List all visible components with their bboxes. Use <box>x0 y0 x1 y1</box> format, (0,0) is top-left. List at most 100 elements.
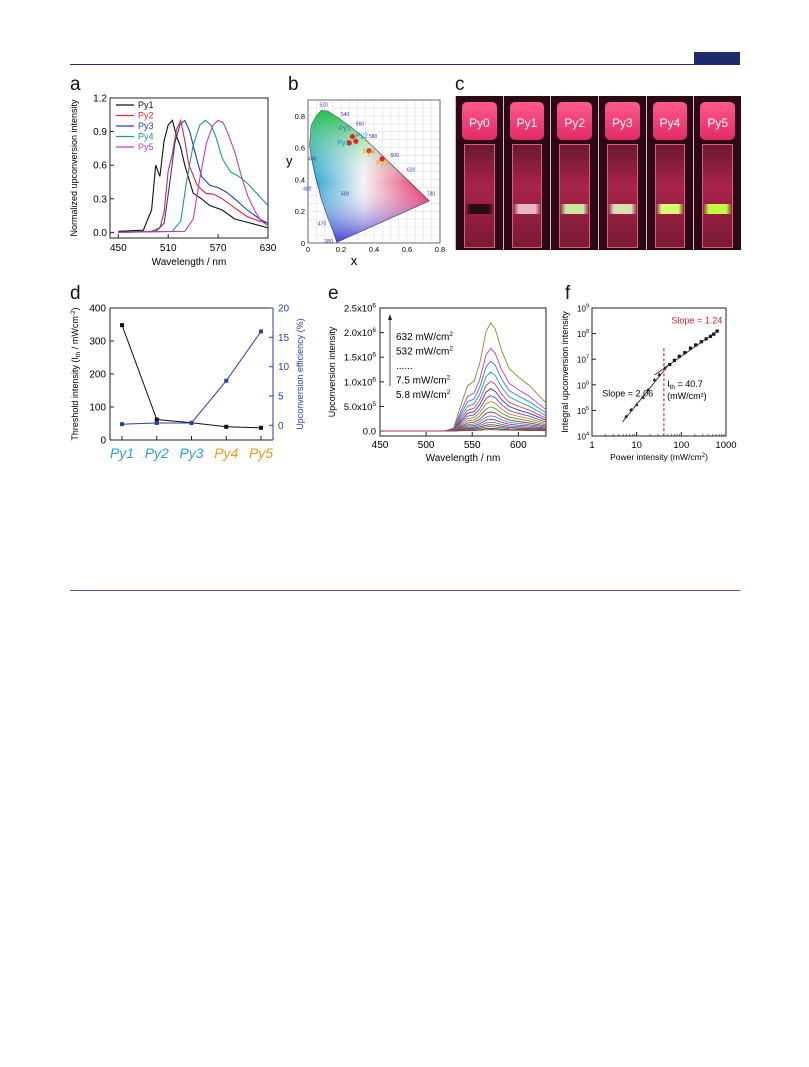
vial-cap <box>652 102 688 140</box>
legend-label-Py5: Py5 <box>138 142 154 152</box>
spectrum-line <box>380 388 547 432</box>
legend-line-sup: 2 <box>449 346 453 353</box>
chart-b-cie-diagram: 520 540 560 580 600 620 780 500 490 480 470 380 0 0.2… <box>286 99 445 268</box>
x-axis-label: Wavelength / nm <box>152 257 227 268</box>
y-tick-label: 0.2 <box>295 207 305 216</box>
vial-emission-band <box>512 204 542 214</box>
y-tick-label: 0.4 <box>295 175 305 184</box>
vial-Py0: Py0 <box>455 96 503 250</box>
y-tick-exp: 6 <box>372 376 376 383</box>
vial-cap <box>700 102 735 140</box>
vial-cap <box>462 102 497 140</box>
y-tick-label: 0.0 <box>93 228 107 239</box>
series-line-Py5 <box>118 119 269 233</box>
plot-frame <box>307 99 441 244</box>
x-tick-label: 0.6 <box>402 245 412 254</box>
panel-letter-c: c <box>455 74 465 95</box>
y-tick-exp: 6 <box>372 303 376 310</box>
vial-photo: Py0 Py1 Py2 Py3 Py4 Py5 <box>455 96 741 250</box>
x-axis-label-close: ) <box>705 452 708 462</box>
y-tick-base: 1.5x10 <box>344 353 373 364</box>
data-marker-left <box>154 417 159 422</box>
spectrum-line <box>380 371 547 432</box>
series-line-left <box>121 325 262 429</box>
y-axis-label-tail: / mWcm <box>70 316 80 352</box>
panel-letter-a: a <box>70 74 81 95</box>
y-axis-label-sub: th <box>75 351 82 357</box>
x-tick-label: 500 <box>418 440 435 451</box>
data-point-high <box>677 354 681 358</box>
spectrum-line <box>380 429 547 432</box>
x-tick-label: 550 <box>464 440 481 451</box>
legend-label-Py2: Py2 <box>138 111 154 121</box>
threshold-label: Ith = 40.7 <box>667 379 703 391</box>
y-tick-exp: 8 <box>586 329 589 335</box>
data-point-low <box>652 377 657 382</box>
x-tick-label: 0 <box>306 245 310 254</box>
legend-line-sup: 2 <box>449 331 453 338</box>
y-tick-label: 200 <box>89 370 106 381</box>
x-axis-label: x <box>351 253 358 268</box>
y-tick-exp: 9 <box>586 304 589 310</box>
y-axis-label: y <box>286 153 293 168</box>
wavelength-label: 540 <box>341 112 350 118</box>
legend-line-value: 7.5 mW/cm <box>396 376 447 387</box>
vial-Py1: Py1 <box>502 96 551 250</box>
vial-emission-band <box>560 204 589 214</box>
legend-label-Py1: Py1 <box>138 100 154 110</box>
x-tick-label: 1 <box>589 440 594 451</box>
y-tick-exp: 6 <box>372 327 376 334</box>
panel-letter-b: b <box>288 74 299 95</box>
y-tick-label: 0 <box>301 239 305 248</box>
wavelength-label: 470 <box>318 222 327 228</box>
legend-label-Py3: Py3 <box>138 121 154 131</box>
x-axis-label-sup: 2 <box>702 453 706 459</box>
category-label-Py2: Py2 <box>145 445 169 461</box>
y-axis-label: Threshold intensity (Ith / mWcm-2) <box>70 307 82 440</box>
y-tick-label: 0.6 <box>295 144 305 153</box>
cie-point-Py2 <box>353 138 359 144</box>
x-tick-label: 10 <box>631 440 642 451</box>
y-axis-label: Normalized upconversion intensity <box>69 99 79 237</box>
data-point-low <box>646 387 650 392</box>
vial-label: Py3 <box>611 116 633 130</box>
y-tick-label: 109 <box>577 304 589 314</box>
y-tick-base: 10 <box>577 305 586 314</box>
vial-Py4: Py4 <box>645 96 694 250</box>
y-tick-label: 100 <box>89 403 106 414</box>
spectrum-line <box>380 411 547 432</box>
y-tick-base: 10 <box>577 381 586 390</box>
vial-body <box>559 144 590 248</box>
legend-arrow-head <box>388 314 392 320</box>
y-tick-label: 107 <box>577 355 589 365</box>
y-tick-base: 10 <box>577 407 586 416</box>
y-tick-label: 0.6 <box>93 161 107 172</box>
category-label-Py4: Py4 <box>214 445 238 461</box>
legend-line-sup: 2 <box>447 389 451 396</box>
data-marker-right <box>259 329 263 334</box>
wavelength-label: 780 <box>427 191 436 197</box>
y-tick-base: 10 <box>577 330 586 339</box>
y-tick-label: 1.0x106 <box>344 376 377 388</box>
panel-letter-e: e <box>328 283 339 304</box>
vial-emission-band <box>655 204 685 214</box>
series-line-Py1 <box>118 119 269 232</box>
wavelength-label: 480 <box>303 187 312 193</box>
y-tick-base: 2.5x10 <box>344 304 373 315</box>
y-axis-label: Integral upconversion intensity <box>560 311 570 433</box>
x-tick-label: 450 <box>110 243 127 254</box>
panel-letter-d: d <box>70 283 81 304</box>
vial-emission-band <box>465 204 494 214</box>
legend-line-value: 632 mW/cm <box>396 332 449 343</box>
series-line-Py4 <box>118 119 269 233</box>
plot-frame <box>591 307 727 437</box>
legend-line-value: 532 mW/cm <box>396 347 449 358</box>
y-tick-label: 105 <box>577 406 589 416</box>
cie-point-Py4 <box>366 148 372 154</box>
vial-label: Py4 <box>659 116 681 130</box>
panel-letter-f: f <box>565 283 571 304</box>
wavelength-label: 520 <box>320 102 329 108</box>
legend-line: 7.5 mW/cm2 <box>396 375 451 387</box>
wavelength-label: 600 <box>391 153 400 159</box>
spectrum-line <box>380 321 547 432</box>
